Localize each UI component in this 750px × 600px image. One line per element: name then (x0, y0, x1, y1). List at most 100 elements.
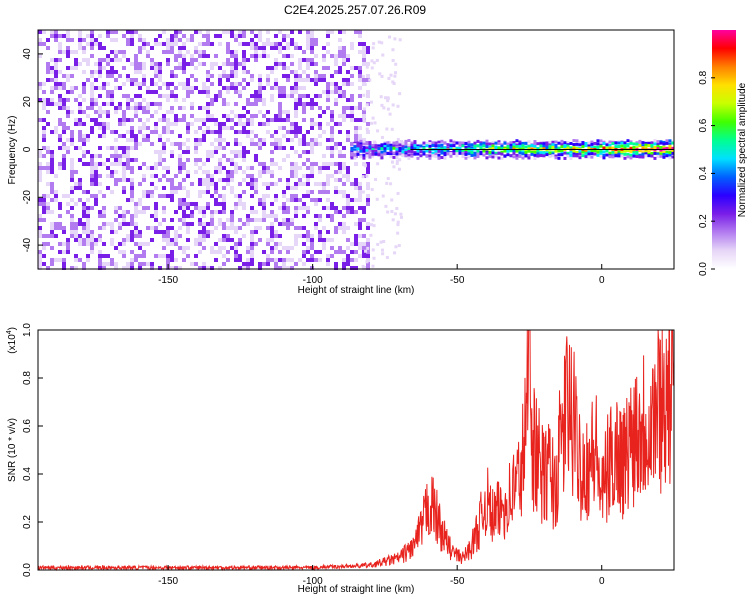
spectrogram-cell (286, 182, 290, 186)
spectrogram-cell (330, 118, 334, 122)
spectrogram-cell (94, 62, 98, 66)
spectrogram-cell (262, 218, 266, 222)
spectrogram-cell (378, 148, 382, 152)
spectrogram-cell (294, 194, 298, 198)
spectrogram-cell (342, 30, 346, 34)
spectrogram-cell (150, 266, 154, 270)
spectrogram-cell (174, 58, 178, 62)
spectrogram-cell (278, 42, 282, 46)
spectrogram-cell (238, 114, 242, 118)
spectrogram-cell (306, 178, 310, 182)
spectrogram-cell (346, 174, 350, 178)
spectrogram-cell (182, 34, 186, 38)
spectrogram-cell (290, 38, 294, 42)
spectrogram-cell (322, 182, 326, 186)
spectrogram-cell (90, 106, 94, 110)
spectrogram-cell (130, 178, 134, 182)
spectrogram-cell (78, 234, 82, 238)
spectrogram-cell (54, 198, 58, 202)
spectrogram-cell (50, 86, 54, 90)
spectrogram-cell (365, 174, 369, 178)
spectrogram-cell (82, 150, 86, 154)
spectrogram-cell (393, 251, 397, 255)
spectrogram-cell (86, 134, 90, 138)
spectrogram-cell (467, 149, 471, 153)
spectrogram-cell (413, 141, 417, 145)
spectrogram-cell (234, 34, 238, 38)
spectrogram-cell (326, 86, 330, 90)
spectrogram-cell (122, 114, 126, 118)
spectrogram-cell (250, 262, 254, 266)
spectrogram-cell (278, 242, 282, 246)
spectrogram-cell (617, 152, 621, 156)
spectrogram-cell (134, 66, 138, 70)
spectrogram-cell (359, 149, 363, 153)
spectrogram-cell (102, 130, 106, 134)
spectrogram-cell (270, 134, 274, 138)
spectrogram-cell (234, 254, 238, 258)
spectrogram-cell (258, 94, 262, 98)
spectrogram-cell (214, 130, 218, 134)
spectrogram-cell (146, 262, 150, 266)
spectrogram-cell (334, 54, 338, 58)
spectrogram-cell (641, 144, 645, 148)
spectrogram-cell (78, 62, 82, 66)
spectrogram-cell (126, 30, 130, 34)
spectrogram-cell (142, 106, 146, 110)
spectrogram-cell (38, 262, 42, 266)
spectrogram-cell (234, 250, 238, 254)
spectrogram-cell (94, 174, 98, 178)
spectrogram-cell (524, 145, 528, 149)
spectrogram-cell (250, 102, 254, 106)
spectrogram-cell (338, 222, 342, 226)
spectrogram-cell (110, 258, 114, 262)
spectrogram-cell (238, 198, 242, 202)
spectrogram-cell (518, 154, 522, 158)
spectrogram-cell (74, 58, 78, 62)
spectrogram-cell (358, 50, 362, 54)
spectrogram-cell (54, 62, 58, 66)
spectrogram-cell (294, 86, 298, 90)
spectrogram-cell (94, 162, 98, 166)
spectrogram-cell (407, 156, 411, 160)
spectrogram-cell (617, 144, 621, 148)
spectrogram-cell (110, 226, 114, 230)
spectrogram-cell (90, 162, 94, 166)
spectrogram-cell (90, 250, 94, 254)
spectrogram-cell (392, 146, 396, 150)
spectrogram-cell (158, 266, 162, 270)
spectrogram-cell (366, 198, 370, 202)
spectrogram-cell (142, 242, 146, 246)
spectrogram-cell (286, 118, 290, 122)
spectrogram-cell (458, 151, 462, 155)
spectrogram-cell (134, 62, 138, 66)
spectrogram-cell (314, 74, 318, 78)
spectrogram-cell (656, 152, 660, 156)
spectrogram-cell (154, 254, 158, 258)
spectrogram-cell (194, 142, 198, 146)
spectrogram-cell (82, 90, 86, 94)
spectrogram-cell (374, 144, 378, 148)
spectrogram-cell (246, 122, 250, 126)
spectrogram-cell (342, 50, 346, 54)
spectrogram-cell (222, 178, 226, 182)
spectrogram-cell (246, 214, 250, 218)
spectrogram-cell (98, 174, 102, 178)
spectrogram-cell (178, 206, 182, 210)
spectrogram-cell (473, 156, 477, 160)
spectrogram-cell (230, 150, 234, 154)
spectrogram-cell (258, 170, 262, 174)
spectrogram-cell (310, 78, 314, 82)
spectrogram-cell (310, 150, 314, 154)
spectrogram-cell (536, 142, 540, 146)
spectrogram-cell (142, 162, 146, 166)
spectrogram-cell (354, 66, 358, 70)
spectrogram-cell (230, 210, 234, 214)
spectrogram-cell (98, 238, 102, 242)
spectrogram-cell (70, 162, 74, 166)
spectrogram-cell (608, 151, 612, 155)
spectrogram-cell (234, 130, 238, 134)
spectrogram-cell (150, 142, 154, 146)
spectrogram-cell (38, 266, 42, 270)
spectrogram-cell (198, 30, 202, 34)
